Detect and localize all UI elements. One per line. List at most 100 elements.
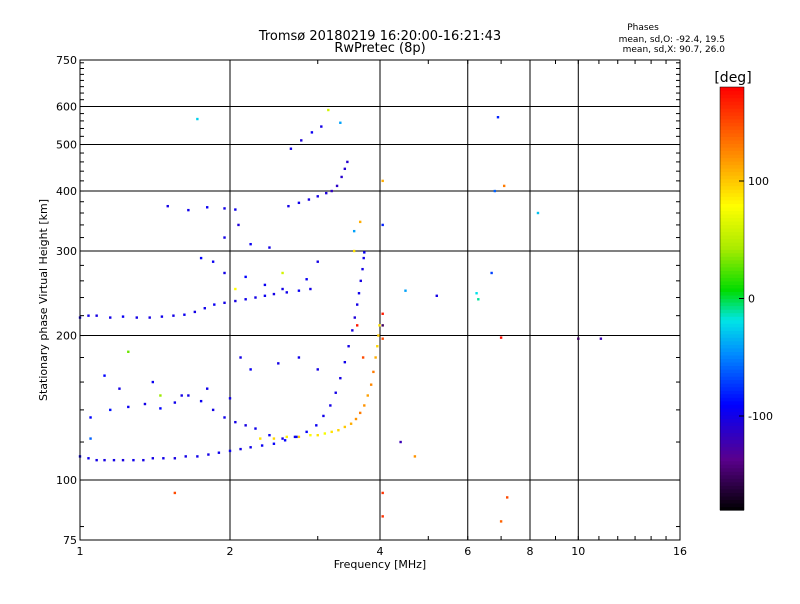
data-point xyxy=(277,362,280,365)
data-point xyxy=(399,440,402,444)
colorbar-segment xyxy=(720,146,744,152)
colorbar-segment xyxy=(720,111,744,116)
data-point xyxy=(281,271,284,275)
colorbar-segment xyxy=(720,326,744,331)
data-point xyxy=(475,292,478,295)
data-point xyxy=(496,116,500,119)
data-point xyxy=(228,449,232,453)
colorbar-segment xyxy=(720,390,744,395)
colorbar-segment xyxy=(720,495,744,501)
data-point xyxy=(160,315,164,318)
data-point xyxy=(599,337,603,340)
data-point xyxy=(361,356,365,359)
data-point xyxy=(349,422,353,425)
data-point xyxy=(87,314,90,317)
colorbar-segment xyxy=(720,333,744,338)
data-point xyxy=(339,376,342,380)
y-tick-label: 100 xyxy=(56,474,77,487)
colorbar-segment xyxy=(720,379,744,384)
stats-line-x: mean, sd,X: 90.7, 26.0 xyxy=(623,45,726,55)
colorbar-segment xyxy=(720,404,744,409)
data-point xyxy=(211,408,215,412)
colorbar-segment xyxy=(720,365,744,370)
data-point xyxy=(281,287,284,291)
data-point xyxy=(378,324,381,327)
data-point xyxy=(381,324,384,327)
data-point xyxy=(173,457,177,460)
data-point xyxy=(316,260,319,263)
colorbar-segment xyxy=(720,203,744,208)
colorbar-segment xyxy=(720,164,744,169)
data-point xyxy=(315,424,318,427)
data-point xyxy=(121,315,125,318)
data-point xyxy=(95,458,98,462)
data-point xyxy=(223,236,226,239)
colorbar-segment xyxy=(720,302,744,307)
data-point xyxy=(323,432,327,435)
y-axis-label: Stationary phase Virtual Height [km] xyxy=(37,199,50,401)
data-point xyxy=(203,307,206,310)
data-point xyxy=(172,314,175,317)
x-tick-label: 6 xyxy=(464,545,471,558)
data-point xyxy=(234,208,237,211)
data-point xyxy=(184,455,187,458)
colorbar-segment xyxy=(720,213,744,219)
x-tick-label: 10 xyxy=(571,545,585,558)
colorbar-segment xyxy=(720,273,744,278)
colorbar-segment xyxy=(720,153,744,159)
data-point xyxy=(173,401,177,404)
data-point xyxy=(435,294,438,297)
data-point xyxy=(151,457,155,460)
data-point xyxy=(254,296,257,299)
data-point xyxy=(357,292,361,295)
data-point xyxy=(159,394,162,397)
data-point xyxy=(297,435,301,439)
data-point xyxy=(121,458,125,462)
colorbar-segment xyxy=(720,270,744,275)
colorbar-segment xyxy=(720,125,744,130)
data-point xyxy=(103,374,106,377)
colorbar-segment xyxy=(720,323,744,328)
data-point xyxy=(159,407,162,410)
colorbar-segment xyxy=(720,464,744,469)
data-point xyxy=(381,179,384,183)
data-point xyxy=(263,283,267,287)
data-point xyxy=(151,380,155,384)
data-point xyxy=(95,314,98,317)
data-point xyxy=(413,455,417,458)
data-point xyxy=(316,433,319,437)
data-point xyxy=(217,451,221,454)
data-point xyxy=(234,299,237,303)
data-point xyxy=(268,433,271,437)
colorbar-segment xyxy=(720,319,744,324)
data-point xyxy=(166,204,169,208)
data-point xyxy=(228,397,232,400)
data-point xyxy=(295,435,298,439)
colorbar-segment xyxy=(720,347,744,352)
data-point xyxy=(162,457,165,460)
data-point xyxy=(196,117,199,121)
data-point xyxy=(244,298,247,301)
colorbar-segment xyxy=(720,196,744,201)
data-point xyxy=(322,414,325,418)
colorbar-segment xyxy=(720,171,744,176)
data-point xyxy=(297,289,301,292)
colorbar-segment xyxy=(720,358,744,363)
data-point xyxy=(330,189,333,193)
colorbar-segment xyxy=(720,101,744,106)
axes: 1 2 4 6 8 10 16 75 100 200 300 400 500 600 750 xyxy=(56,54,687,558)
colorbar-segment xyxy=(720,471,744,476)
data-point xyxy=(577,337,580,340)
colorbar-segment xyxy=(720,354,744,360)
data-point xyxy=(293,435,297,439)
data-point xyxy=(499,520,503,523)
colorbar-segment xyxy=(720,428,744,434)
data-point xyxy=(404,289,407,292)
data-point xyxy=(249,446,252,449)
colorbar-tick-label: 0 xyxy=(748,293,755,306)
data-point xyxy=(327,108,330,112)
data-point xyxy=(223,271,226,275)
colorbar-segment xyxy=(720,418,744,423)
colorbar-segment xyxy=(720,337,744,342)
colorbar-segment xyxy=(720,309,744,314)
